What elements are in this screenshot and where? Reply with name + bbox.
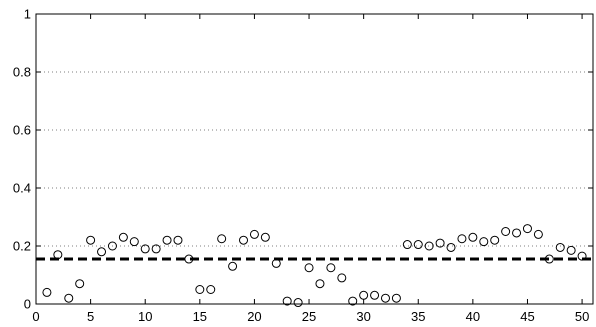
data-point xyxy=(151,244,161,254)
data-point xyxy=(42,287,52,297)
data-point xyxy=(359,290,369,300)
data-point xyxy=(195,285,205,294)
data-point xyxy=(348,296,358,306)
data-point xyxy=(293,298,303,308)
data-point xyxy=(304,263,314,273)
grid-lines xyxy=(36,71,593,247)
y-tick-label: 1 xyxy=(24,7,31,22)
data-point xyxy=(566,245,576,255)
data-point xyxy=(140,244,150,254)
data-point xyxy=(435,238,445,248)
y-tick-label: 0.6 xyxy=(13,123,31,138)
data-point xyxy=(64,293,74,303)
data-point xyxy=(446,242,456,252)
data-point xyxy=(75,279,85,289)
data-point xyxy=(326,263,336,273)
data-point xyxy=(260,232,270,242)
data-point xyxy=(271,258,281,268)
data-point xyxy=(501,227,511,236)
x-axis-ticks: 0 5 10 15 20 25 30 35 40 45 50 xyxy=(32,14,589,324)
x-tick-label: 40 xyxy=(466,309,480,324)
y-tick-label: 0.2 xyxy=(13,239,31,254)
plot-frame xyxy=(35,13,594,305)
data-point xyxy=(337,273,347,283)
data-point xyxy=(577,251,587,261)
y-tick-label: 0.8 xyxy=(13,65,31,80)
data-point xyxy=(522,224,532,234)
x-tick-label: 35 xyxy=(411,309,425,324)
x-tick-label: 20 xyxy=(247,309,261,324)
data-point xyxy=(53,250,63,260)
data-point xyxy=(239,235,249,245)
data-point xyxy=(490,235,500,245)
data-point xyxy=(97,247,107,257)
data-point xyxy=(402,240,412,250)
data-point xyxy=(162,235,172,245)
data-point xyxy=(249,229,259,239)
data-point xyxy=(413,240,423,250)
x-tick-label: 25 xyxy=(302,309,316,324)
y-tick-label: 0.4 xyxy=(13,181,31,196)
data-point xyxy=(206,285,216,294)
data-point xyxy=(468,232,478,242)
data-point xyxy=(479,237,489,247)
x-tick-label: 50 xyxy=(575,309,589,324)
x-tick-label: 45 xyxy=(520,309,534,324)
data-point xyxy=(228,261,238,271)
data-point xyxy=(118,232,128,242)
data-point xyxy=(424,241,434,251)
data-point xyxy=(457,234,467,244)
data-point xyxy=(184,254,194,264)
data-point xyxy=(282,296,292,306)
data-point xyxy=(129,237,139,247)
data-points xyxy=(42,224,587,308)
data-point xyxy=(370,290,380,300)
x-tick-label: 10 xyxy=(138,309,152,324)
y-tick-label: 0 xyxy=(24,297,31,312)
data-point xyxy=(86,235,96,245)
data-point xyxy=(533,229,543,239)
data-point xyxy=(380,293,390,303)
data-point xyxy=(512,228,522,238)
x-tick-label: 30 xyxy=(356,309,370,324)
data-point xyxy=(555,242,565,252)
data-point xyxy=(544,254,554,264)
data-point xyxy=(173,235,183,245)
x-tick-label: 0 xyxy=(32,309,39,324)
x-tick-label: 15 xyxy=(193,309,207,324)
y-axis-ticks: 0 0.2 0.4 0.6 0.8 1 xyxy=(13,7,593,312)
data-point xyxy=(391,293,401,303)
data-point xyxy=(217,234,227,244)
x-tick-label: 5 xyxy=(87,309,94,324)
data-point xyxy=(107,241,117,251)
data-point xyxy=(315,279,325,289)
